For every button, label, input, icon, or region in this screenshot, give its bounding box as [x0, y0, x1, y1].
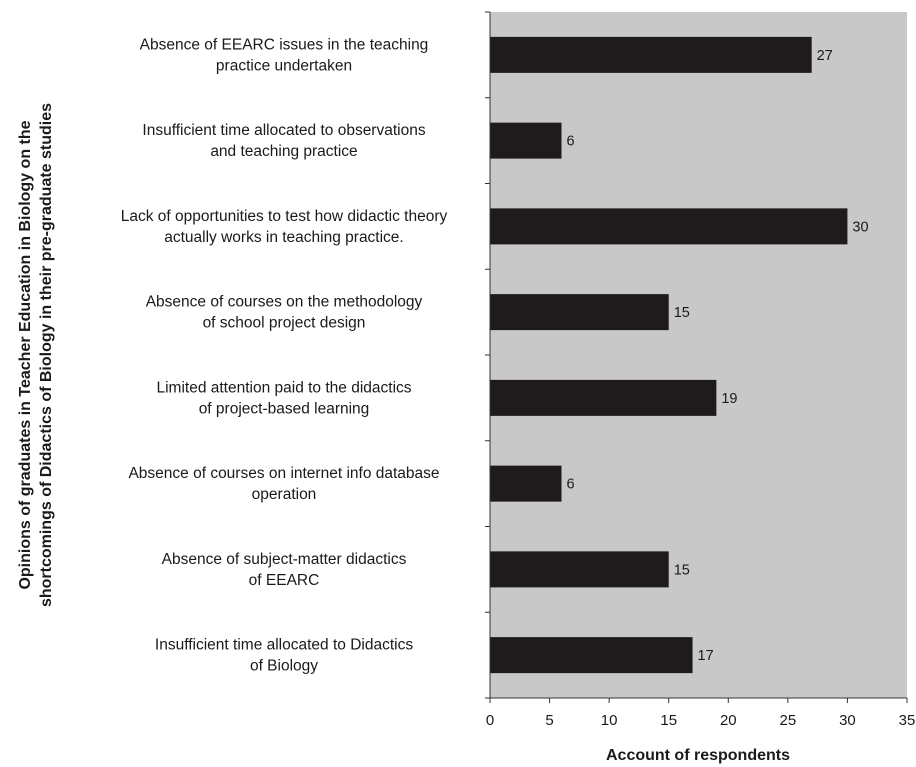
- y-axis-title-text: Opinions of graduates in Teacher Educati…: [17, 103, 55, 607]
- bar: [490, 122, 562, 159]
- category-label: Absence of courses on internet info data…: [128, 465, 439, 503]
- category-label: Absence of courses on the methodology of …: [146, 294, 423, 332]
- category-label: Absence of EEARC issues in the teaching p…: [140, 36, 429, 74]
- y-axis-title: Opinions of graduates in Teacher Educati…: [17, 103, 55, 607]
- x-axis-title: Account of respondents: [606, 747, 790, 764]
- data-label: 6: [566, 134, 574, 150]
- x-tick-label: 5: [545, 712, 553, 729]
- category-label-line: of EEARC: [249, 572, 320, 589]
- x-tick-label: 30: [839, 712, 856, 729]
- bar: [490, 36, 812, 73]
- category-label: Insufficient time allocated to Didactics…: [155, 637, 413, 675]
- bar: [490, 637, 693, 674]
- category-label-line: actually works in teaching practice.: [164, 229, 404, 246]
- x-tick-label: 15: [660, 712, 677, 729]
- bar: [490, 208, 848, 245]
- data-label: 15: [674, 562, 690, 578]
- x-tick-label: 10: [601, 712, 618, 729]
- category-label-line: Insufficient time allocated to observati…: [142, 122, 425, 139]
- axes: 0 5 10 15 20 25 30 35: [485, 11, 916, 729]
- bar: [490, 379, 717, 416]
- category-label-line: Absence of subject-matter didactics: [162, 551, 407, 568]
- plot-area: [490, 12, 907, 698]
- category-label-line: operation: [252, 486, 317, 503]
- category-label-line: Lack of opportunities to test how didact…: [121, 208, 448, 225]
- category-label-line: Absence of courses on internet info data…: [128, 465, 439, 482]
- category-label: Limited attention paid to the didactics o…: [156, 379, 411, 417]
- bar: [490, 551, 669, 588]
- x-tick-label: 0: [486, 712, 494, 729]
- x-tick-label: 25: [780, 712, 797, 729]
- bar: [490, 465, 562, 502]
- x-tick-label: 35: [899, 712, 916, 729]
- category-label-line: Insufficient time allocated to Didactics: [155, 637, 413, 654]
- data-label: 30: [852, 219, 868, 235]
- x-tick-label: 20: [720, 712, 737, 729]
- category-label-line: of Biology: [250, 658, 318, 675]
- category-label: Insufficient time allocated to observati…: [142, 122, 425, 160]
- category-label-line: Absence of courses on the methodology: [146, 294, 423, 311]
- category-label-line: of project-based learning: [199, 400, 370, 417]
- bar: [490, 294, 669, 331]
- category-label: Lack of opportunities to test how didact…: [121, 208, 448, 246]
- category-label-line: Absence of EEARC issues in the teaching: [140, 36, 429, 53]
- y-axis-title-line: shortcomings of Didactics of Biology in …: [38, 103, 55, 607]
- data-label: 19: [721, 391, 737, 407]
- category-labels: Absence of EEARC issues in the teaching p…: [121, 36, 448, 674]
- category-label: Absence of subject-matter didactics of EE…: [162, 551, 407, 589]
- data-label: 15: [674, 305, 690, 321]
- category-label-line: Limited attention paid to the didactics: [156, 379, 411, 396]
- category-label-line: of school project design: [203, 315, 366, 332]
- data-label: 6: [566, 477, 574, 493]
- y-axis-title-line: Opinions of graduates in Teacher Educati…: [17, 120, 34, 589]
- category-label-line: and teaching practice: [210, 143, 357, 160]
- category-label-line: practice undertaken: [216, 57, 352, 74]
- data-label: 17: [698, 648, 714, 664]
- bars: 27 6 30 15 19 6 15 17: [490, 36, 869, 674]
- data-label: 27: [817, 48, 833, 64]
